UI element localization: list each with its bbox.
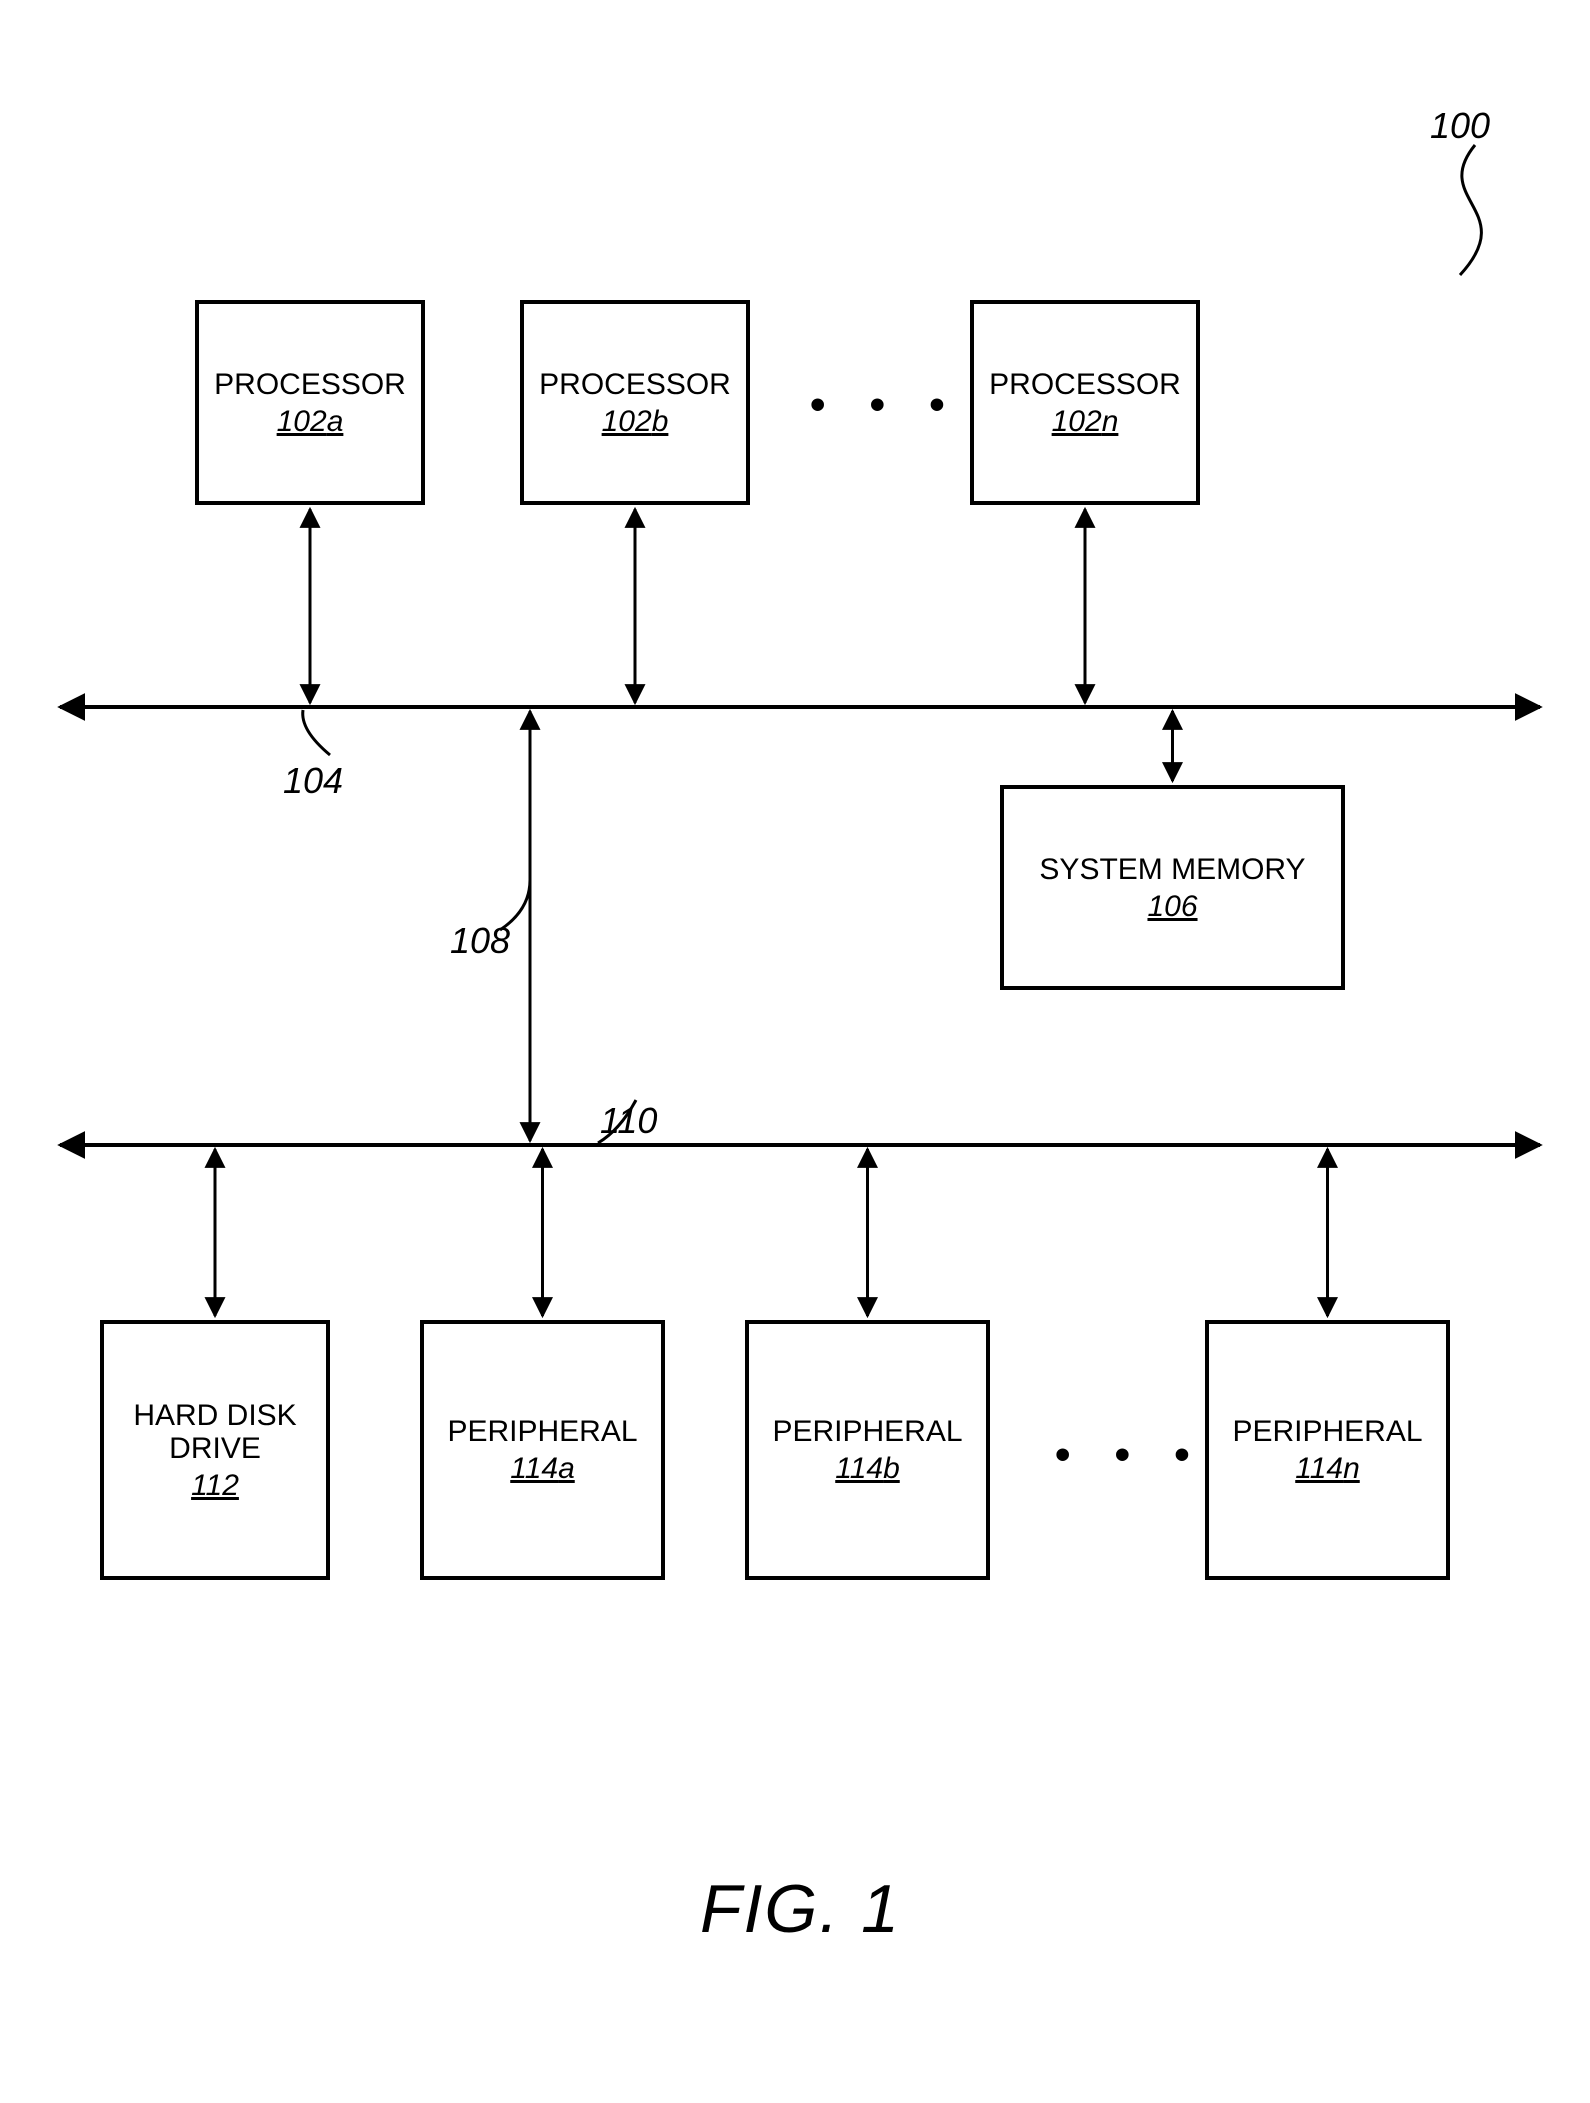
hard-disk-drive-label2: DRIVE [169, 1432, 261, 1465]
peripheral-n-label: PERIPHERAL [1232, 1415, 1422, 1448]
hard-disk-drive-ref: 112 [191, 1469, 239, 1502]
processor-n-ref: 102n [1052, 405, 1119, 438]
peripheral-b-ref: 114b [835, 1452, 900, 1485]
processor-n-label: PROCESSOR [989, 368, 1181, 401]
peripheral-n-ref: 114n [1295, 1452, 1360, 1485]
processor-a: PROCESSOR 102a [195, 300, 425, 505]
system-memory: SYSTEM MEMORY 106 [1000, 785, 1345, 990]
system-memory-label: SYSTEM MEMORY [1039, 853, 1305, 886]
peripheral-a: PERIPHERAL 114a [420, 1320, 665, 1580]
processor-a-label: PROCESSOR [214, 368, 406, 401]
processor-b: PROCESSOR 102b [520, 300, 750, 505]
peripheral-b-label: PERIPHERAL [772, 1415, 962, 1448]
peripheral-a-label: PERIPHERAL [447, 1415, 637, 1448]
diagram-stage: PROCESSOR 102a PROCESSOR 102b PROCESSOR … [0, 0, 1590, 2103]
hard-disk-drive-label1: HARD DISK [133, 1399, 296, 1432]
system-memory-ref: 106 [1147, 890, 1197, 923]
peripheral-n: PERIPHERAL 114n [1205, 1320, 1450, 1580]
figure-label: FIG. 1 [700, 1870, 901, 1948]
peripheral-b: PERIPHERAL 114b [745, 1320, 990, 1580]
processor-a-ref: 102a [277, 405, 344, 438]
ref-110: 110 [600, 1100, 657, 1142]
peripherals-ellipsis: • • • [1055, 1430, 1206, 1480]
processor-b-label: PROCESSOR [539, 368, 731, 401]
peripheral-a-ref: 114a [510, 1452, 575, 1485]
ref-108: 108 [450, 920, 510, 962]
hard-disk-drive: HARD DISK DRIVE 112 [100, 1320, 330, 1580]
ref-104: 104 [283, 760, 343, 802]
ref-100: 100 [1430, 105, 1490, 147]
processor-n: PROCESSOR 102n [970, 300, 1200, 505]
processors-ellipsis: • • • [810, 380, 961, 430]
processor-b-ref: 102b [602, 405, 669, 438]
